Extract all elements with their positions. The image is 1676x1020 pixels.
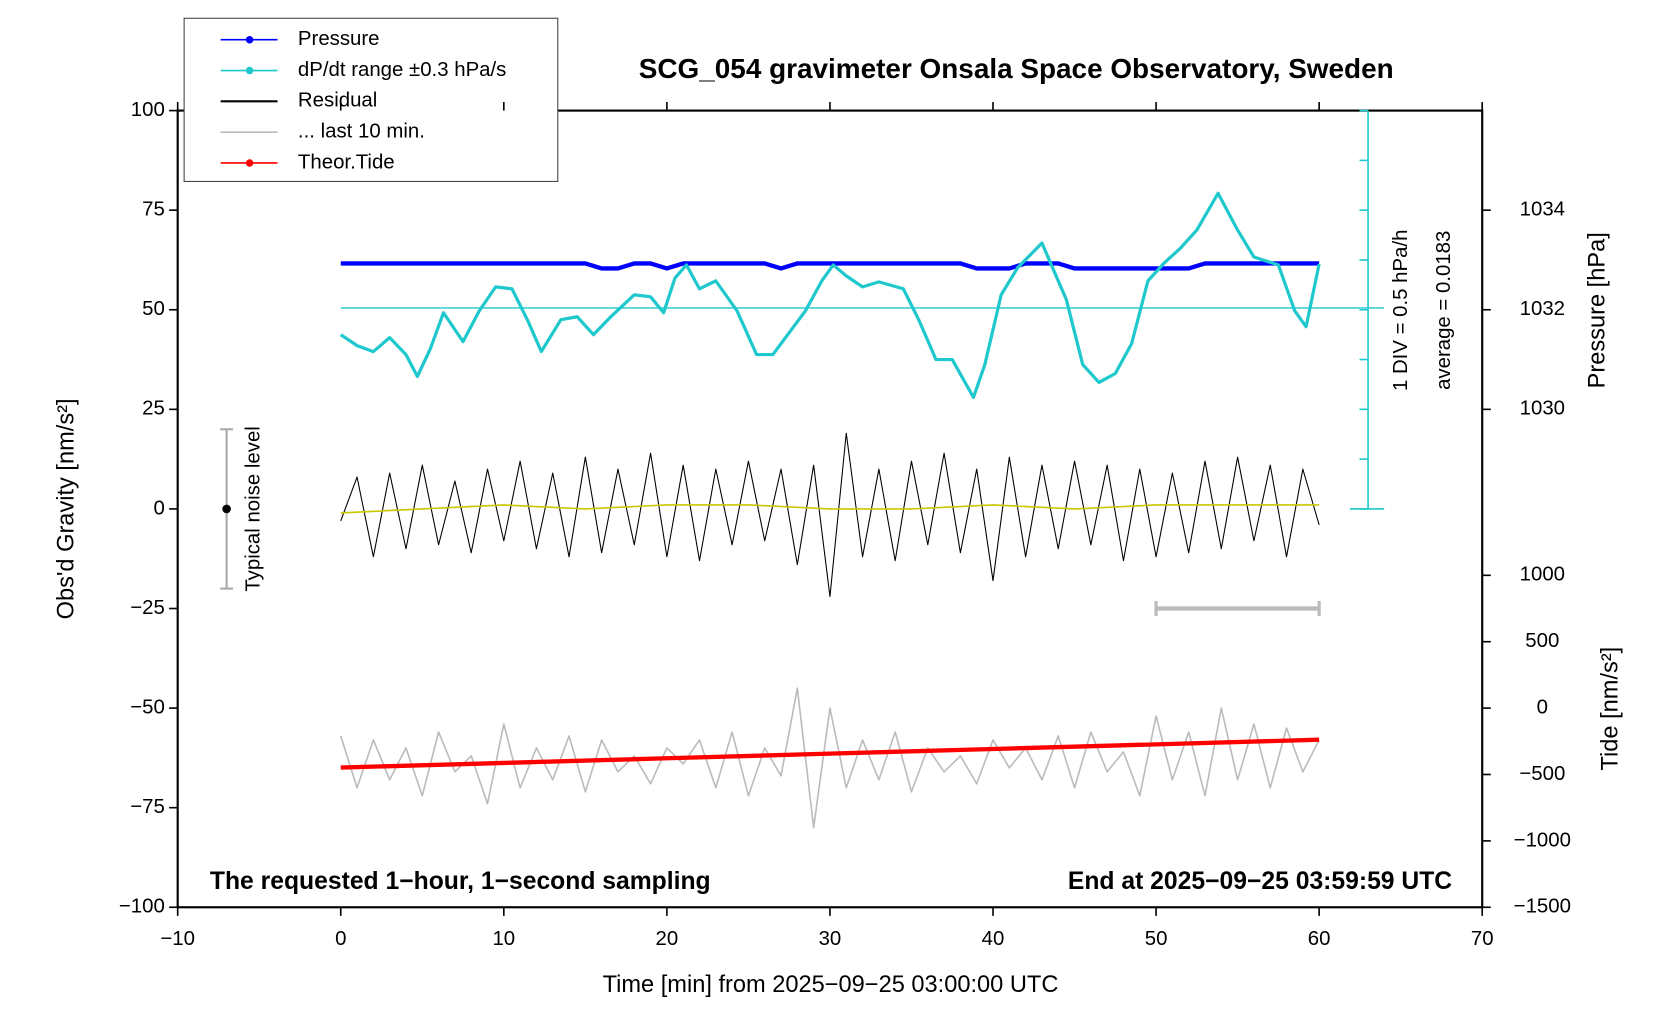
annotation: The requested 1−hour, 1−second sampling [210, 868, 711, 895]
series-line [339, 191, 1321, 400]
y-tick-label: −25 [130, 597, 165, 619]
annotation: End at 2025−09−25 03:59:59 UTC [1068, 868, 1452, 895]
x-tick-label: 70 [1471, 928, 1494, 950]
annotation: Typical noise level [242, 426, 264, 591]
annotation: average = 0.0183 [1433, 231, 1455, 390]
chart-title: SCG_054 gravimeter Onsala Space Observat… [639, 53, 1394, 84]
x-tick-label: 60 [1308, 928, 1331, 950]
x-tick-label: 0 [335, 928, 346, 950]
legend-marker [245, 35, 254, 44]
y-tick-label: 1034 [1520, 199, 1565, 221]
y-tick-label: 0 [1537, 696, 1548, 718]
legend-label: Pressure [298, 28, 380, 50]
y-tick-label: 100 [131, 99, 165, 121]
series-line [339, 687, 1320, 829]
y-tick-label: −1000 [1514, 829, 1571, 851]
y-tick-label: −1500 [1514, 896, 1571, 918]
x-tick-label: 30 [819, 928, 842, 950]
y-tick-label: 1030 [1520, 398, 1565, 420]
y-tick-label: 1032 [1520, 298, 1565, 320]
x-tick-label: −10 [160, 928, 195, 950]
y-tick-label: 25 [142, 398, 165, 420]
y-axis-label: Obs'd Gravity [nm/s²] [53, 398, 79, 619]
legend-label: dP/dt range ±0.3 hPa/s [298, 59, 506, 81]
x-axis-label: Time [min] from 2025−09−25 03:00:00 UTC [603, 972, 1059, 998]
annotation: 1 DIV = 0.5 hPa/h [1390, 230, 1412, 392]
y-tick-label: 1000 [1520, 564, 1565, 586]
x-tick-label: 40 [982, 928, 1005, 950]
series-line [340, 261, 1320, 271]
y4-axis-label: Tide [nm/s²] [1597, 647, 1623, 771]
y-tick-label: 500 [1525, 630, 1559, 652]
y-tick-label: 75 [142, 199, 165, 221]
series-line [340, 432, 1320, 598]
series-line [340, 504, 1320, 514]
legend-marker [245, 159, 254, 167]
y-tick-label: −100 [119, 896, 165, 918]
legend-marker [245, 66, 254, 75]
noise-center [222, 504, 231, 514]
y-tick-label: −75 [130, 796, 165, 818]
legend-label: Residual [298, 90, 377, 112]
legend-label: ... last 10 min. [298, 121, 425, 143]
y-tick-label: 0 [153, 497, 164, 519]
x-tick-label: 50 [1145, 928, 1168, 950]
y-tick-label: −500 [1519, 763, 1565, 785]
x-tick-label: 10 [492, 928, 515, 950]
x-tick-label: 20 [656, 928, 679, 950]
series-line [340, 737, 1320, 770]
legend-label: Theor.Tide [298, 151, 395, 173]
y2-axis-label: Pressure [hPa] [1584, 232, 1610, 388]
y-tick-label: 50 [142, 298, 165, 320]
legend: Pressure dP/dt range ±0.3 hPa/s Residual..… [183, 17, 559, 182]
legend-box [183, 17, 559, 182]
y-tick-label: −50 [130, 696, 165, 718]
